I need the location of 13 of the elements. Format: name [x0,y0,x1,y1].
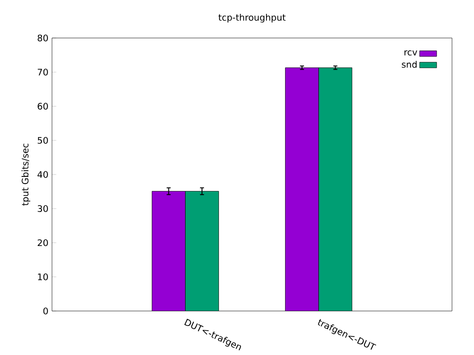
y-tick-label: 10 [38,273,48,280]
chart-title: tcp-throughput [218,14,286,22]
y-tick-label: 0 [43,308,48,314]
y-tick-label: 50 [38,136,48,144]
legend-label: rcv [404,50,418,56]
y-tick-label: 70 [38,68,48,76]
y-tick-label: 40 [38,171,48,178]
y-tick-label: 60 [38,102,48,110]
y-axis-title: tput Gbits/sec [22,144,30,206]
y-tick-label: 20 [38,239,48,246]
legend-label: snd [402,60,417,68]
y-tick-label: 80 [38,34,48,42]
y-tick-label: 30 [38,205,48,212]
